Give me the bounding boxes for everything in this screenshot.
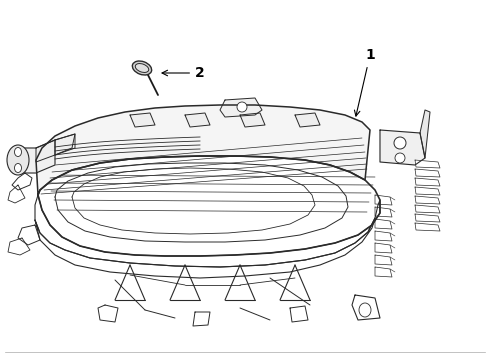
Ellipse shape xyxy=(135,64,149,72)
Polygon shape xyxy=(420,110,430,158)
Ellipse shape xyxy=(7,145,29,175)
Polygon shape xyxy=(352,295,380,320)
Polygon shape xyxy=(375,207,392,217)
Ellipse shape xyxy=(394,137,406,149)
Polygon shape xyxy=(415,160,440,168)
Polygon shape xyxy=(98,305,118,322)
Polygon shape xyxy=(375,195,392,205)
Polygon shape xyxy=(375,243,392,253)
Polygon shape xyxy=(35,195,380,267)
Polygon shape xyxy=(375,231,392,241)
Polygon shape xyxy=(375,255,392,265)
Text: 1: 1 xyxy=(354,48,375,116)
Polygon shape xyxy=(130,113,155,127)
Ellipse shape xyxy=(132,61,152,75)
Polygon shape xyxy=(295,113,320,127)
Polygon shape xyxy=(375,219,392,229)
Polygon shape xyxy=(415,169,440,177)
Ellipse shape xyxy=(395,153,405,163)
Polygon shape xyxy=(18,140,55,173)
Polygon shape xyxy=(12,173,32,190)
Polygon shape xyxy=(380,130,425,165)
Polygon shape xyxy=(415,214,440,222)
Polygon shape xyxy=(415,187,440,195)
Ellipse shape xyxy=(15,148,22,157)
Ellipse shape xyxy=(359,303,371,317)
Polygon shape xyxy=(185,113,210,127)
Polygon shape xyxy=(35,218,375,278)
Polygon shape xyxy=(38,156,380,256)
Text: 2: 2 xyxy=(162,66,205,80)
Polygon shape xyxy=(415,178,440,186)
Polygon shape xyxy=(375,267,392,277)
Polygon shape xyxy=(240,113,265,127)
Polygon shape xyxy=(290,306,308,322)
Polygon shape xyxy=(415,196,440,204)
Polygon shape xyxy=(415,223,440,231)
Polygon shape xyxy=(36,105,370,195)
Polygon shape xyxy=(415,205,440,213)
Ellipse shape xyxy=(15,163,22,172)
Ellipse shape xyxy=(237,102,247,112)
Polygon shape xyxy=(18,225,40,245)
Polygon shape xyxy=(220,98,262,117)
Polygon shape xyxy=(193,312,210,326)
Polygon shape xyxy=(36,134,75,162)
